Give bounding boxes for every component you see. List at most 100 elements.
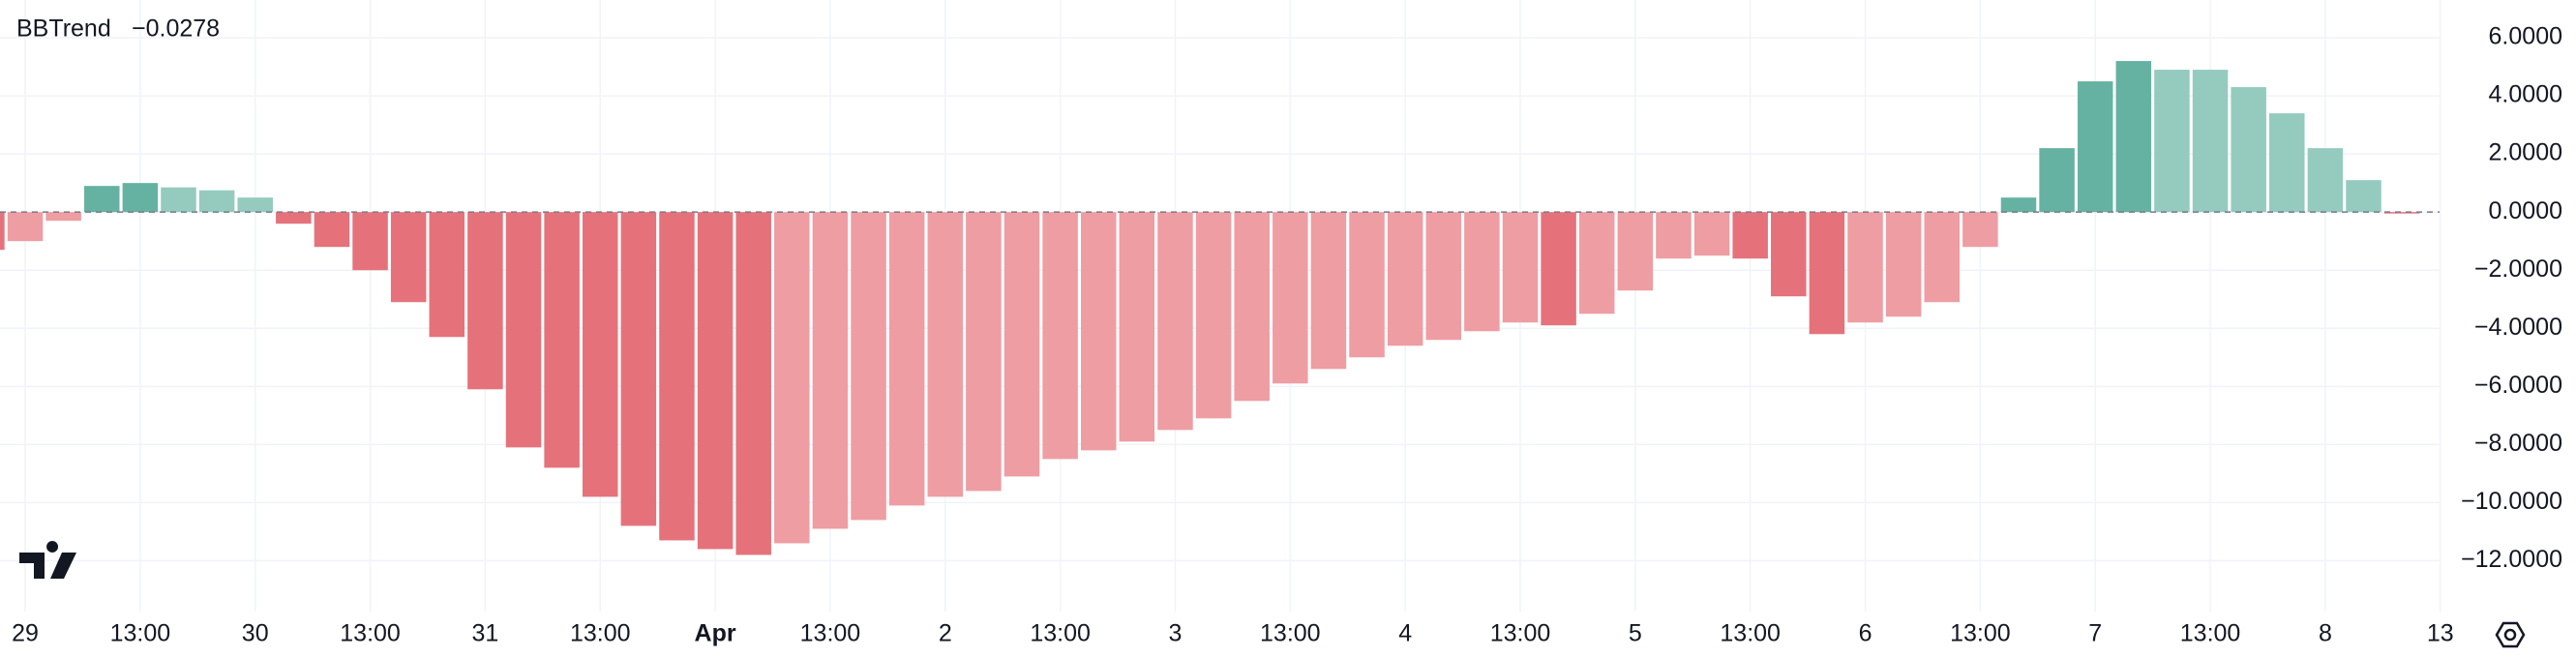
bar (1962, 212, 1998, 248)
bar (888, 212, 925, 506)
x-tick-label: Apr (695, 620, 736, 647)
bar (659, 212, 695, 541)
bar (2154, 70, 2190, 213)
y-tick-label: −8.0000 (2474, 430, 2562, 457)
indicator-name: BBTrend (16, 15, 111, 43)
bar (505, 212, 542, 448)
bars (0, 61, 2420, 555)
bar (1693, 212, 1730, 256)
bar (1042, 212, 1078, 460)
bar (314, 212, 350, 248)
y-tick-label: −2.0000 (2474, 255, 2562, 283)
bar (390, 212, 427, 303)
bar (2346, 180, 2381, 213)
bar (1310, 212, 1347, 370)
y-tick-label: 2.0000 (2489, 139, 2562, 166)
y-tick-label: 6.0000 (2489, 23, 2562, 50)
bar (735, 212, 771, 555)
bar (1656, 212, 1692, 259)
x-tick-label: 2 (939, 620, 952, 647)
bar (1809, 212, 1845, 335)
bar (161, 187, 196, 213)
bar (2269, 113, 2305, 213)
x-tick-label: 5 (1629, 620, 1642, 647)
bar (467, 212, 503, 390)
bar (2307, 148, 2344, 213)
y-tick-label: 4.0000 (2489, 81, 2562, 108)
bar (1080, 212, 1117, 451)
bar (620, 212, 657, 526)
bar (84, 186, 120, 213)
bar (7, 212, 44, 242)
bar (122, 183, 159, 213)
bar (1003, 212, 1040, 477)
y-tick-label: −4.0000 (2474, 314, 2562, 341)
x-tick-label: 29 (12, 620, 39, 647)
logo (19, 541, 76, 579)
bar (429, 212, 465, 338)
y-tick-label: 0.0000 (2489, 197, 2562, 224)
x-tick-label: 7 (2088, 620, 2102, 647)
bar (1617, 212, 1654, 291)
bar (812, 212, 849, 529)
bar (1349, 212, 1385, 358)
bar (1387, 212, 1423, 346)
bar (851, 212, 886, 521)
bar (2000, 197, 2037, 213)
x-tick-label: 31 (471, 620, 498, 647)
bar (544, 212, 580, 468)
x-tick-label: 4 (1398, 620, 1412, 647)
bar (1273, 212, 1308, 384)
x-tick-label: 13:00 (340, 620, 401, 647)
bar (1924, 212, 1961, 303)
bar (1732, 212, 1768, 259)
bar (697, 212, 734, 550)
bar (1847, 212, 1883, 323)
bar (1234, 212, 1270, 402)
settings-icon[interactable] (2495, 621, 2526, 648)
bar (1195, 212, 1232, 419)
y-tick-label: −12.0000 (2461, 546, 2562, 573)
x-tick-label: 30 (242, 620, 269, 647)
bar (2115, 61, 2152, 213)
x-tick-label: 13:00 (1260, 620, 1321, 647)
bar (237, 197, 273, 213)
bar (927, 212, 964, 497)
bar (2192, 70, 2229, 213)
bar (774, 212, 810, 544)
bar (276, 212, 312, 224)
bar (1885, 212, 1922, 317)
y-tick-label: −6.0000 (2474, 372, 2562, 399)
x-tick-label: 13:00 (1720, 620, 1781, 647)
bar (1425, 212, 1462, 341)
y-tick-label: −10.0000 (2461, 488, 2562, 515)
bar (352, 212, 388, 271)
last-value: −0.0278 (132, 15, 220, 43)
x-tick-label: 13:00 (1950, 620, 2011, 647)
bar (582, 212, 618, 497)
x-tick-label: 13:00 (1490, 620, 1551, 647)
bar (198, 190, 235, 213)
bar (45, 212, 81, 222)
x-tick-label: 13:00 (1030, 620, 1091, 647)
bar (2231, 87, 2266, 213)
x-tick-label: 13:00 (110, 620, 171, 647)
x-tick-label: 13:00 (570, 620, 631, 647)
x-tick-label: 13 (2427, 620, 2454, 647)
bar (1502, 212, 1539, 323)
bar (2039, 148, 2075, 213)
bar (2077, 81, 2113, 213)
bar (0, 212, 5, 251)
x-tick-label: 3 (1169, 620, 1183, 647)
bar (1578, 212, 1615, 314)
bar (966, 212, 1002, 492)
bar (1119, 212, 1155, 442)
bar (1541, 212, 1576, 326)
x-tick-label: 13:00 (800, 620, 861, 647)
x-tick-label: 6 (1859, 620, 1872, 647)
bar (1771, 212, 1807, 297)
bar (2383, 212, 2420, 214)
bar (1157, 212, 1193, 431)
x-tick-label: 8 (2319, 620, 2332, 647)
